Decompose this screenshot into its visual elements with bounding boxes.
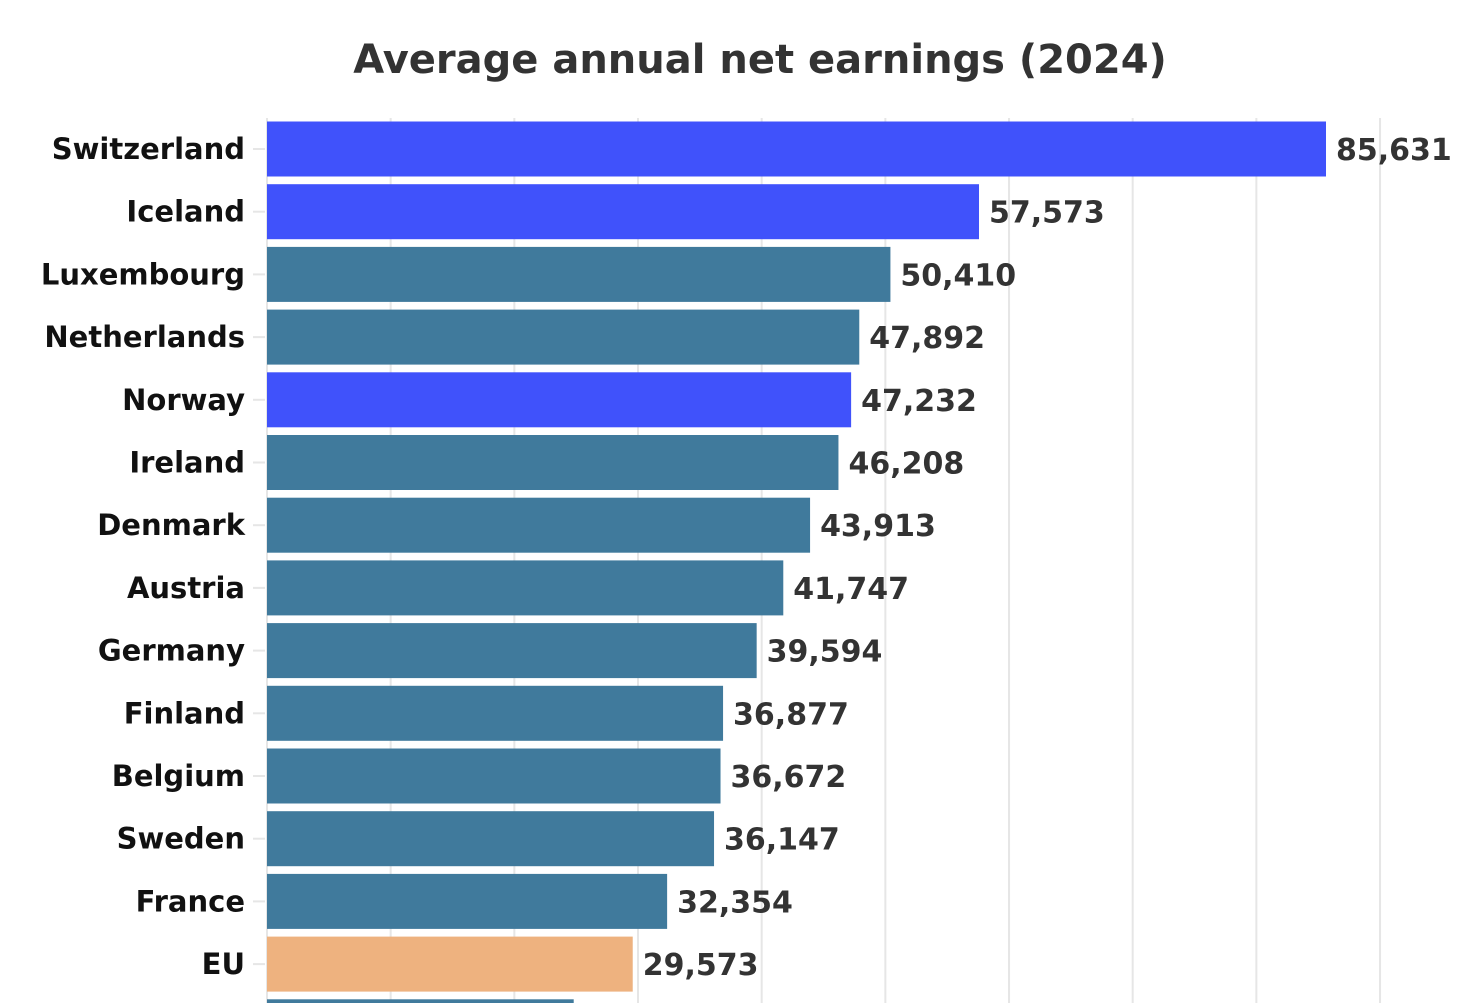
labels: Switzerland 85,631 Iceland 57,573 Luxembourg… [41,132,1452,983]
bar [267,435,839,490]
data-label: 36,147 [724,823,840,858]
bar [267,372,852,428]
category-label: Switzerland [52,132,245,166]
bar [267,560,784,616]
category-label: EU [202,947,245,981]
category-label: Norway [122,383,245,417]
chart-title: Average annual net earnings (2024) [353,37,1167,83]
bar [267,873,668,929]
data-label: 29,573 [643,948,759,983]
category-label: Ireland [129,446,245,480]
bar [267,936,633,992]
data-label: 46,208 [848,447,964,482]
bar [267,121,1326,177]
category-label: Iceland [126,195,245,229]
data-label: 39,594 [767,635,883,670]
bar [267,309,860,365]
data-label: 50,410 [900,258,1016,293]
bar [267,685,724,741]
data-label: 47,232 [861,384,977,419]
data-label: 36,672 [731,760,847,795]
data-label: 43,913 [820,509,936,544]
category-label: Finland [124,696,245,730]
bar [267,497,811,553]
data-label: 47,892 [869,321,985,356]
category-label: Belgium [112,759,245,793]
bar [267,748,721,804]
data-label: 41,747 [793,572,909,607]
bar [267,999,574,1003]
bar [267,623,757,679]
category-label: France [136,884,245,918]
category-label: Austria [127,571,245,605]
category-label: Germany [98,634,245,668]
bar [267,811,715,867]
category-label: Sweden [117,822,245,856]
bar [267,184,980,240]
data-label: 57,573 [989,196,1105,231]
data-label: 85,631 [1336,133,1452,168]
data-label: 32,354 [677,885,793,920]
category-label: Denmark [97,508,245,542]
category-label: Luxembourg [41,257,245,291]
data-label: 36,877 [733,697,849,732]
category-label: Netherlands [44,320,245,354]
bar [267,246,891,302]
bars [267,121,1326,1003]
